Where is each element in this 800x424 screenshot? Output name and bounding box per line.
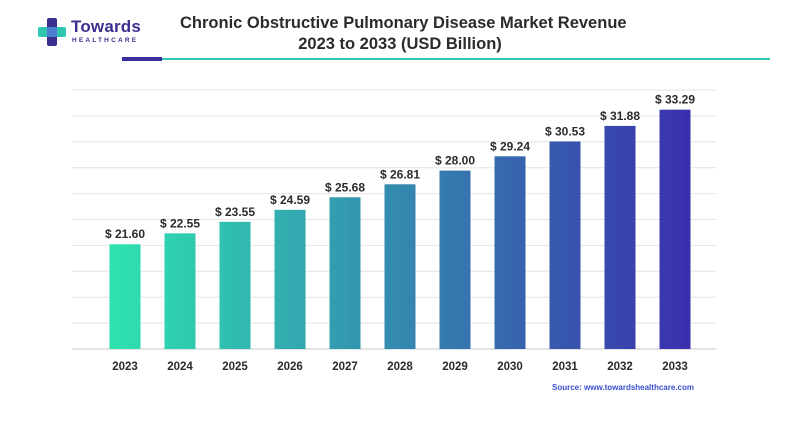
bar-2033 [659, 109, 691, 350]
x-tick-2031: 2031 [552, 361, 578, 373]
source-note: Source: www.towardshealthcare.com [552, 383, 694, 392]
value-label-2033: $ 33.29 [655, 93, 695, 107]
chart-title-line2: 2023 to 2033 (USD Billion) [298, 35, 502, 53]
bar-2023 [109, 244, 141, 349]
x-tick-2030: 2030 [497, 361, 523, 373]
bar-2029 [439, 170, 471, 349]
bar-2025 [219, 221, 251, 349]
x-tick-labels: 2023 2024 2025 2026 2027 2028 2029 2030 2031 2032… [112, 361, 688, 373]
x-tick-2028: 2028 [387, 361, 413, 373]
value-label-2029: $ 28.00 [435, 154, 475, 168]
value-label-2023: $ 21.60 [105, 227, 145, 241]
value-label-2024: $ 22.55 [160, 216, 200, 230]
title-rule [160, 58, 770, 60]
bar-2031 [549, 141, 581, 349]
x-tick-2029: 2029 [442, 361, 468, 373]
x-tick-2025: 2025 [222, 361, 248, 373]
bar-2024 [164, 233, 196, 349]
brand-name: Towards [71, 17, 142, 36]
brand-logo: Towards HEALTHCARE [38, 16, 178, 50]
value-label-2031: $ 30.53 [545, 124, 585, 138]
value-label-2025: $ 23.55 [215, 205, 255, 219]
x-tick-2024: 2024 [167, 361, 193, 373]
value-label-2027: $ 25.68 [325, 180, 365, 194]
value-label-2028: $ 26.81 [380, 167, 420, 181]
x-tick-2027: 2027 [332, 361, 358, 373]
brand-tagline: HEALTHCARE [72, 37, 139, 44]
bar-2030 [494, 156, 526, 349]
bar-2032 [604, 125, 636, 349]
bar-2027 [329, 197, 361, 349]
x-tick-2023: 2023 [112, 361, 138, 373]
x-tick-2026: 2026 [277, 361, 303, 373]
value-label-2032: $ 31.88 [600, 109, 640, 123]
value-labels: $ 21.60 $ 22.55 $ 23.55 $ 24.59 $ 25.68 $ 26.… [105, 93, 695, 242]
x-tick-2032: 2032 [607, 361, 633, 373]
value-label-2026: $ 24.59 [270, 193, 310, 207]
title-rule-accent [122, 57, 162, 61]
chart-title-line1: Chronic Obstructive Pulmonary Disease Ma… [180, 14, 627, 32]
bar-2028 [384, 184, 416, 349]
x-tick-2033: 2033 [662, 361, 688, 373]
value-label-2030: $ 29.24 [490, 139, 530, 153]
cross-logo-icon [38, 18, 66, 46]
bar-2026 [274, 209, 306, 349]
bars [109, 109, 691, 350]
